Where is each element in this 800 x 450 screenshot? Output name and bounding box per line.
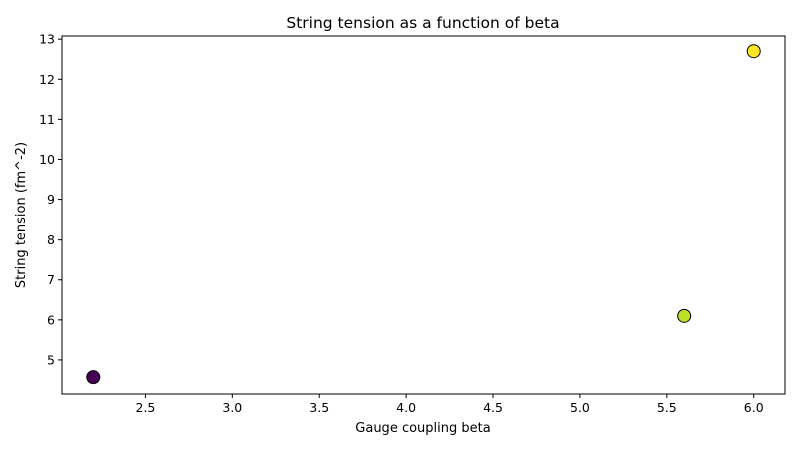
y-axis-label: String tension (fm^-2) — [14, 142, 29, 288]
y-tick-label: 9 — [47, 192, 55, 207]
plot-frame — [61, 35, 786, 395]
y-tick-label: 12 — [39, 72, 55, 87]
y-tick-label: 10 — [39, 152, 55, 167]
data-point — [86, 370, 101, 385]
y-tick-label: 5 — [47, 352, 55, 367]
y-tick-label: 6 — [47, 312, 55, 327]
y-tick-label: 7 — [47, 272, 55, 287]
x-tick-label: 4.0 — [396, 400, 416, 415]
y-tick-label: 8 — [47, 232, 55, 247]
data-point — [677, 308, 692, 323]
data-point — [746, 44, 761, 59]
x-tick-label: 3.5 — [309, 400, 329, 415]
x-axis-label: Gauge coupling beta — [355, 421, 490, 436]
plot-area: 2.5 3.0 3.5 4.0 4.5 5.0 5.5 6.0 5 6 7 8 9 10 11 12 13 — [39, 32, 786, 415]
x-tick-label: 2.5 — [135, 400, 155, 415]
x-tick-label: 4.5 — [483, 400, 503, 415]
x-tick-label: 5.5 — [657, 400, 677, 415]
x-tick-label: 3.0 — [222, 400, 242, 415]
y-tick-label: 11 — [39, 112, 55, 127]
x-tick-label: 5.0 — [570, 400, 590, 415]
x-tick-label: 6.0 — [744, 400, 764, 415]
chart-title: String tension as a function of beta — [286, 14, 559, 32]
y-tick-label: 13 — [39, 32, 55, 47]
